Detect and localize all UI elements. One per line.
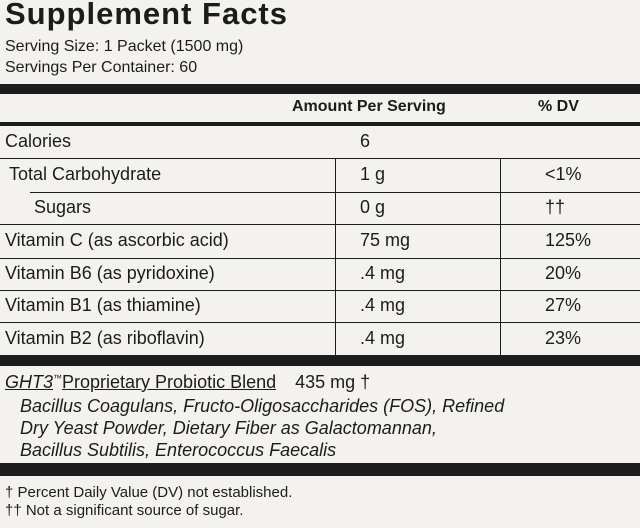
ingredient-line: Dry Yeast Powder, Dietary Fiber as Galac… xyxy=(20,418,437,438)
row-amount: .4 mg xyxy=(360,327,406,348)
ingredient-line: Bacillus Subtilis, Enterococcus Faecalis xyxy=(20,440,337,460)
col-rule xyxy=(335,258,336,290)
row-label: Calories xyxy=(5,131,72,151)
row-label: Sugars xyxy=(34,197,92,217)
col-rule xyxy=(335,224,336,258)
row-label: Vitamin B2 (as riboflavin) xyxy=(5,327,205,348)
row-rule xyxy=(0,290,640,291)
row-label: Vitamin C (as ascorbic acid) xyxy=(5,230,229,250)
col-rule xyxy=(500,290,501,322)
row-amount: .4 mg xyxy=(360,263,406,283)
blend-name: Proprietary Probiotic Blend xyxy=(62,372,277,392)
row-dv: 27% xyxy=(545,295,582,315)
trademark: ™ xyxy=(53,373,63,383)
dv-header: % DV xyxy=(538,98,579,115)
row-rule xyxy=(0,158,640,159)
divider xyxy=(0,355,640,366)
servings-per-container: Servings Per Container: 60 xyxy=(5,59,198,76)
serving-size: Serving Size: 1 Packet (1500 mg) xyxy=(5,38,244,55)
col-rule xyxy=(335,158,336,192)
divider xyxy=(0,84,640,94)
row-label: Vitamin B1 (as thiamine) xyxy=(5,295,201,315)
col-rule xyxy=(500,322,501,355)
row-amount: 0 g xyxy=(360,197,386,217)
footnote: † Percent Daily Value (DV) not establish… xyxy=(5,484,293,501)
row-amount: 75 mg xyxy=(360,230,411,250)
row-rule xyxy=(0,258,640,259)
ingredient-line: Bacillus Coagulans, Fructo-Oligosacchari… xyxy=(20,396,505,416)
row-dv: 125% xyxy=(545,230,592,250)
col-rule xyxy=(500,224,501,258)
title: Supplement Facts xyxy=(5,0,288,31)
row-dv: <1% xyxy=(545,164,582,184)
row-rule xyxy=(0,224,640,225)
row-label: Total Carbohydrate xyxy=(9,164,162,184)
row-dv: 23% xyxy=(545,327,582,348)
row-amount: .4 mg xyxy=(360,295,406,315)
col-rule xyxy=(500,158,501,192)
divider xyxy=(0,463,640,476)
blend-amount: 435 mg † xyxy=(295,372,371,392)
col-rule xyxy=(335,290,336,322)
footnote: †† Not a significant source of sugar. xyxy=(5,502,244,519)
row-amount: 1 g xyxy=(360,164,386,184)
col-rule xyxy=(335,192,336,224)
row-dv: †† xyxy=(545,197,566,217)
blend-brand: GHT3 xyxy=(5,372,54,392)
row-amount: 6 xyxy=(360,131,371,151)
row-label: Vitamin B6 (as pyridoxine) xyxy=(5,263,215,283)
col-rule xyxy=(500,192,501,224)
divider xyxy=(0,122,640,126)
col-rule xyxy=(500,258,501,290)
row-dv: 20% xyxy=(545,263,582,283)
amount-header: Amount Per Serving xyxy=(292,98,446,115)
row-rule xyxy=(0,322,640,323)
col-rule xyxy=(335,322,336,355)
